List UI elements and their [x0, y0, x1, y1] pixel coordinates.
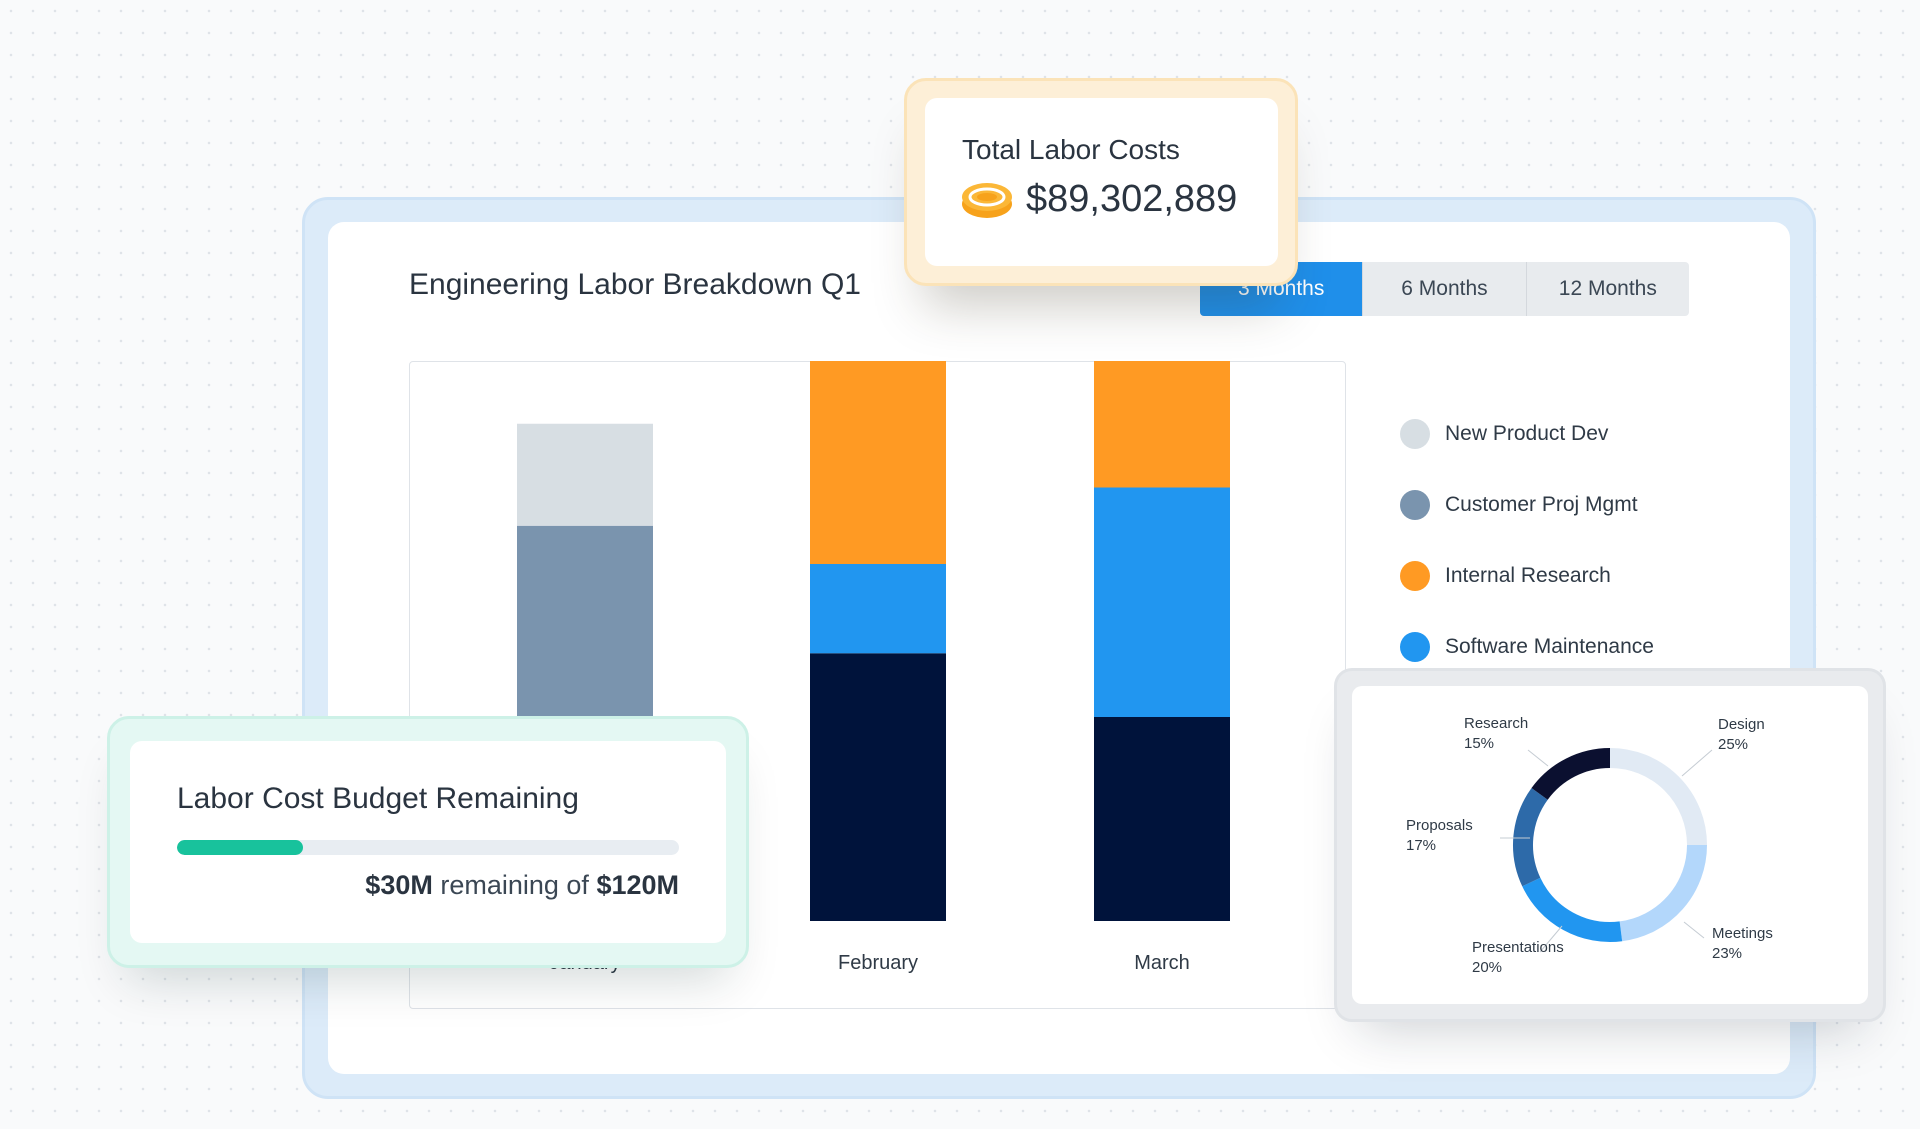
legend-label: New Product Dev [1445, 421, 1609, 445]
legend-swatch [1400, 631, 1430, 662]
legend-item-software-maintenance[interactable]: Software Maintenance [1400, 611, 1654, 682]
budget-remaining-amount: $30M [365, 870, 433, 900]
donut-panel [1352, 686, 1868, 1004]
page-title: Engineering Labor Breakdown Q1 [409, 268, 861, 301]
donut-value-meetings: 23% [1712, 945, 1742, 962]
legend-item-new-product-dev[interactable]: New Product Dev [1400, 398, 1654, 469]
donut-slice-proposals[interactable] [1513, 787, 1548, 887]
budget-title: Labor Cost Budget Remaining [177, 782, 579, 815]
donut-leader-line [1539, 925, 1563, 953]
donut-leader-line [1681, 749, 1713, 777]
donut-value-research: 15% [1464, 735, 1494, 752]
bar-segment-march-2[interactable] [1094, 361, 1230, 488]
donut-slice-research[interactable] [1531, 748, 1611, 801]
x-tick-label: February [838, 952, 918, 974]
donut-slice-meetings[interactable] [1619, 844, 1707, 942]
donut-label-presentations: Presentations [1472, 939, 1564, 956]
total-labor-costs-panel [925, 98, 1278, 266]
bar-segment-march-1[interactable] [1094, 487, 1230, 718]
budget-progress-fill [177, 840, 303, 855]
donut-slice-design[interactable] [1609, 748, 1707, 846]
donut-value-proposals: 17% [1406, 837, 1436, 854]
coin-icon [962, 183, 1012, 218]
total-labor-costs-value: $89,302,889 [1026, 178, 1238, 220]
legend-item-internal-research[interactable]: Internal Research [1400, 540, 1654, 611]
legend-label: Internal Research [1445, 563, 1611, 587]
range-selector: 3 Months 6 Months 12 Months [1200, 262, 1689, 316]
donut-chart: Design 25% Meetings 23% Presentations 20% Prop… [1406, 715, 1773, 976]
legend-swatch [1400, 560, 1430, 591]
donut-value-presentations: 20% [1472, 959, 1502, 976]
donut-label-design: Design [1718, 716, 1765, 733]
x-tick-label: March [1134, 952, 1190, 974]
budget-total-amount: $120M [596, 870, 679, 900]
donut-value-design: 25% [1718, 736, 1748, 753]
legend-item-customer-proj-mgmt[interactable]: Customer Proj Mgmt [1400, 469, 1654, 540]
bar-segment-march-0[interactable] [1094, 717, 1230, 921]
range-3-months-button[interactable]: 3 Months [1200, 262, 1364, 316]
donut-leader-line [1683, 921, 1705, 939]
bar-segment-february-0[interactable] [810, 653, 946, 921]
bar-segment-january-4[interactable] [517, 423, 653, 526]
budget-remaining-text: $30M remaining of $120M [177, 870, 679, 901]
legend-label: Customer Proj Mgmt [1445, 492, 1638, 516]
donut-label-proposals: Proposals [1406, 817, 1473, 834]
donut-slice-presentations[interactable] [1522, 877, 1623, 942]
chart-legend: New Product Dev Customer Proj Mgmt Inter… [1400, 398, 1654, 682]
legend-swatch [1400, 418, 1430, 449]
legend-swatch [1400, 489, 1430, 520]
donut-label-meetings: Meetings [1712, 925, 1773, 942]
budget-progress-bar [177, 840, 679, 855]
total-labor-costs-label: Total Labor Costs [962, 134, 1180, 165]
budget-remaining-connector: remaining of [432, 870, 597, 900]
bar-segment-february-1[interactable] [810, 564, 946, 654]
donut-leader-line [1527, 749, 1549, 767]
bar-segment-february-2[interactable] [810, 361, 946, 564]
legend-label: Software Maintenance [1445, 634, 1654, 658]
donut-label-research: Research [1464, 715, 1528, 732]
range-6-months-button[interactable]: 6 Months [1363, 262, 1527, 316]
range-12-months-button[interactable]: 12 Months [1558, 277, 1657, 300]
